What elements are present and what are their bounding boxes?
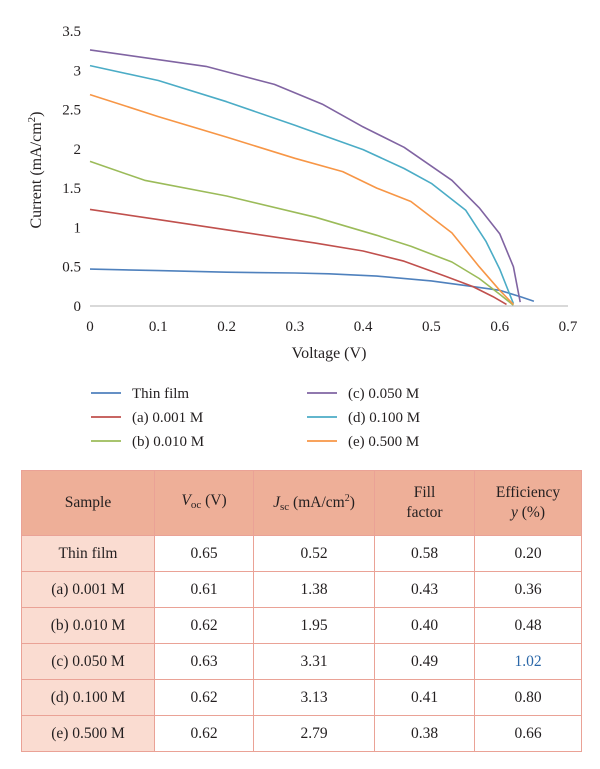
header-jsc: Jsc (mA/cm2) (253, 470, 375, 536)
row-sample: (b) 0.010 M (21, 607, 155, 644)
cell-jsc: 1.95 (253, 607, 375, 644)
header-voc: Voc (V) (154, 470, 254, 536)
cell-voc: 0.62 (154, 607, 254, 644)
cell-efficiency: 0.66 (474, 715, 582, 752)
x-tick-label: 0.2 (217, 319, 236, 335)
y-axis-title: Current (mA/cm2) (26, 111, 45, 228)
series-line (89, 64, 515, 304)
series-line (89, 160, 514, 306)
x-tick-labels: 0 0.1 0.2 0.3 0.4 0.5 0.6 0.7 (86, 319, 578, 335)
table-row: (d) 0.100 M 0.62 3.13 0.41 0.80 (21, 679, 582, 716)
series-line (89, 208, 507, 306)
cell-efficiency: 0.36 (474, 571, 582, 608)
y-tick-label: 3.5 (62, 24, 81, 40)
cell-voc: 0.65 (154, 535, 254, 572)
header-efficiency: Efficiency y (%) (474, 470, 582, 536)
header-sample: Sample (21, 470, 155, 536)
cell-voc: 0.61 (154, 571, 254, 608)
y-tick-label: 0.5 (62, 260, 81, 276)
table-row: (c) 0.050 M 0.63 3.31 0.49 1.02 (21, 643, 582, 680)
cell-fill-factor: 0.41 (374, 679, 475, 716)
cell-jsc: 3.13 (253, 679, 375, 716)
cell-jsc: 2.79 (253, 715, 375, 752)
table-header-row: Sample Voc (V) Jsc (mA/cm2) Fill factor E… (21, 470, 582, 536)
cell-jsc: 3.31 (253, 643, 375, 680)
x-tick-label: 0.3 (285, 319, 304, 335)
y-tick-label: 2 (74, 142, 82, 158)
series-line (89, 268, 535, 303)
cell-efficiency: 0.20 (474, 535, 582, 572)
cell-jsc: 0.52 (253, 535, 375, 572)
x-axis-title: Voltage (V) (292, 345, 367, 362)
results-table: Sample Voc (V) Jsc (mA/cm2) Fill factor E… (21, 470, 582, 752)
iv-chart: 0 0.1 0.2 0.3 0.4 0.5 0.6 0.7 00.511.522.533.5 … (26, 24, 578, 450)
series-line (89, 49, 521, 303)
x-tick-label: 0.1 (149, 319, 168, 335)
legend-label: (b) 0.010 M (132, 434, 204, 450)
cell-fill-factor: 0.43 (374, 571, 475, 608)
y-tick-label: 0 (74, 299, 82, 315)
cell-fill-factor: 0.58 (374, 535, 475, 572)
cell-jsc: 1.38 (253, 571, 375, 608)
x-tick-label: 0.5 (422, 319, 441, 335)
legend-label: (d) 0.100 M (348, 410, 420, 426)
series-line (89, 93, 514, 305)
x-tick-label: 0.7 (559, 319, 578, 335)
y-tick-label: 1 (74, 220, 82, 236)
legend: Thin film (a) 0.001 M (b) 0.010 M (c) 0.050… (91, 386, 420, 450)
x-tick-label: 0.6 (490, 319, 509, 335)
legend-label: (c) 0.050 M (348, 386, 419, 402)
row-sample: (a) 0.001 M (21, 571, 155, 608)
x-tick-label: 0 (86, 319, 94, 335)
cell-voc: 0.62 (154, 715, 254, 752)
cell-fill-factor: 0.38 (374, 715, 475, 752)
table-row: (b) 0.010 M 0.62 1.95 0.40 0.48 (21, 607, 582, 644)
y-tick-label: 2.5 (62, 103, 81, 119)
cell-fill-factor: 0.40 (374, 607, 475, 644)
cell-efficiency: 1.02 (474, 643, 582, 680)
cell-voc: 0.62 (154, 679, 254, 716)
row-sample: Thin film (21, 535, 155, 572)
y-tick-label: 3 (74, 63, 82, 79)
y-tick-label: 1.5 (62, 181, 81, 197)
plot-area (89, 49, 535, 306)
legend-label: (e) 0.500 M (348, 434, 419, 450)
cell-efficiency: 0.48 (474, 607, 582, 644)
cell-fill-factor: 0.49 (374, 643, 475, 680)
x-tick-label: 0.4 (354, 319, 373, 335)
table-row: (a) 0.001 M 0.61 1.38 0.43 0.36 (21, 571, 582, 608)
row-sample: (e) 0.500 M (21, 715, 155, 752)
row-sample: (c) 0.050 M (21, 643, 155, 680)
y-tick-labels: 0 0.5 1 1.5 2 2.5 3 3.5 (62, 24, 81, 315)
cell-efficiency: 0.80 (474, 679, 582, 716)
legend-label: Thin film (132, 386, 189, 402)
legend-label: (a) 0.001 M (132, 410, 203, 426)
table-row: (e) 0.500 M 0.62 2.79 0.38 0.66 (21, 715, 582, 752)
header-fill-factor: Fill factor (374, 470, 475, 536)
cell-voc: 0.63 (154, 643, 254, 680)
row-sample: (d) 0.100 M (21, 679, 155, 716)
table-row: Thin film 0.65 0.52 0.58 0.20 (21, 535, 582, 572)
